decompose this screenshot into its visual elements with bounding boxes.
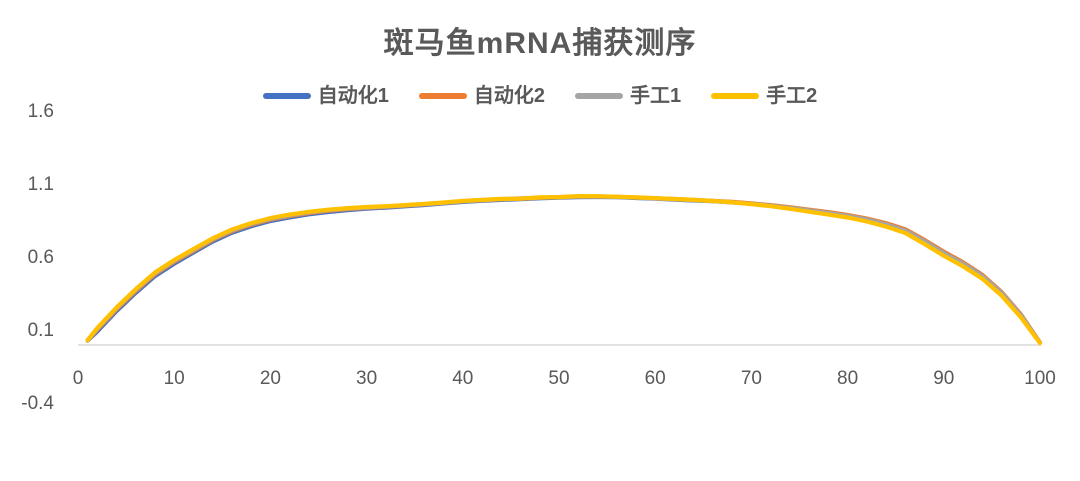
x-tick-label: 0 [72, 368, 84, 389]
legend-label-automation-1: 自动化1 [317, 85, 389, 107]
y-tick-label: 1.6 [27, 101, 54, 123]
legend-item-automation-1[interactable]: 自动化1 [262, 85, 389, 107]
x-tick-label: 20 [259, 368, 281, 389]
series-line-manual-2 [85, 194, 1043, 346]
series-line-automation-2 [85, 194, 1043, 345]
x-tick-label: 60 [644, 368, 666, 389]
chart-title: 斑马鱼mRNA捕获测序 [383, 27, 697, 60]
y-tick-label: 0.6 [27, 247, 54, 269]
series-line-automation-1 [85, 194, 1043, 345]
y-tick-label: 1.1 [27, 174, 54, 196]
legend-item-manual-2[interactable]: 手工2 [711, 86, 817, 106]
legend-swatch-automation-1 [262, 93, 311, 99]
legend-label-manual-2: 手工2 [766, 85, 818, 107]
y-tick-label: 0.1 [27, 320, 54, 342]
x-tick-label: 10 [163, 368, 185, 389]
x-tick-label: 70 [740, 368, 762, 389]
series-line-manual-1 [85, 194, 1043, 345]
x-tick-label: 90 [933, 368, 955, 389]
legend-swatch-automation-2 [418, 93, 467, 99]
legend-item-automation-2[interactable]: 自动化2 [418, 85, 545, 107]
legend-label-manual-1: 手工1 [630, 85, 682, 107]
y-tick-label: -0.4 [21, 393, 54, 415]
legend-swatch-manual-2 [711, 93, 760, 99]
legend-item-manual-1[interactable]: 手工1 [575, 86, 681, 106]
x-tick-label: 30 [356, 368, 378, 389]
x-tick-label: 80 [837, 368, 859, 389]
legend-label-automation-2: 自动化2 [473, 85, 545, 107]
legend-swatch-manual-1 [575, 93, 623, 99]
x-tick-label: 50 [548, 368, 570, 389]
legend: 自动化1 自动化2 手工1 手工2 [0, 86, 1080, 106]
x-tick-label: 40 [452, 368, 474, 389]
x-tick-label: 100 [1024, 368, 1056, 389]
